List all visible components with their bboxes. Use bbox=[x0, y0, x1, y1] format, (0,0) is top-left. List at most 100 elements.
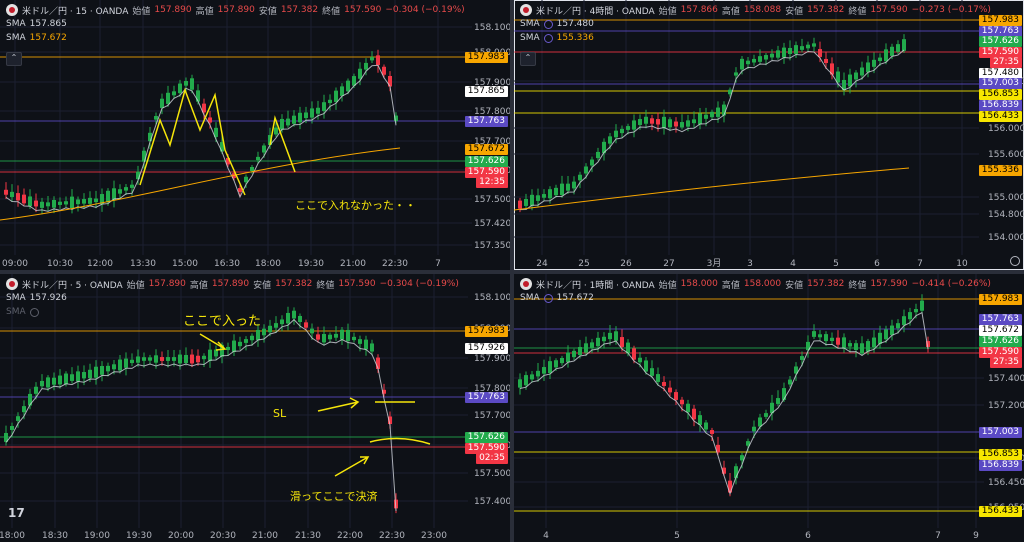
sma-label[interactable]: SMA bbox=[6, 33, 26, 43]
sma-label[interactable]: SMA bbox=[520, 293, 540, 303]
drawn-pattern bbox=[139, 87, 296, 196]
candle bbox=[154, 116, 158, 120]
eye-icon[interactable] bbox=[29, 307, 39, 317]
y-axis-tick: 157.700 bbox=[474, 411, 510, 421]
annotation-text[interactable]: SL bbox=[273, 407, 287, 420]
x-axis-tick: 4 bbox=[543, 531, 549, 541]
sma-label[interactable]: SMA bbox=[6, 293, 26, 303]
candle bbox=[10, 191, 14, 198]
price-tag: 157.763 bbox=[464, 392, 508, 403]
candle bbox=[674, 121, 678, 127]
price-tag: 157.003 bbox=[978, 78, 1022, 89]
candle bbox=[286, 118, 290, 126]
candle bbox=[776, 50, 780, 58]
candle bbox=[262, 145, 266, 153]
y-axis-tick: 157.800 bbox=[474, 384, 510, 394]
sma-settings-icon[interactable] bbox=[543, 19, 553, 29]
symbol-title[interactable]: 米ドル／円 · 5 · OANDA bbox=[22, 280, 123, 291]
symbol-title[interactable]: 米ドル／円 · 15 · OANDA bbox=[22, 6, 129, 17]
price-tag: 156.853 bbox=[978, 449, 1022, 460]
candle bbox=[76, 371, 80, 382]
annotation-text[interactable]: 滑ってここで決済 bbox=[290, 490, 378, 503]
candle bbox=[782, 388, 786, 400]
price-tag: 156.853 bbox=[978, 89, 1022, 100]
candle bbox=[64, 373, 68, 385]
symbol-title[interactable]: 米ドル／円 · 4時間 · OANDA bbox=[536, 6, 655, 17]
x-axis-tick: 21:00 bbox=[252, 531, 278, 541]
candle bbox=[196, 355, 200, 363]
sma-settings-icon[interactable] bbox=[543, 33, 553, 43]
candle bbox=[178, 354, 182, 364]
sma-line bbox=[5, 318, 397, 512]
x-axis-tick: 18:00 bbox=[0, 531, 25, 541]
y-axis-tick: 154.800 bbox=[988, 210, 1024, 220]
candle bbox=[914, 309, 918, 313]
candle bbox=[734, 72, 738, 76]
chart-panel-4h[interactable]: 157.000156.000155.600155.000154.800154.0… bbox=[514, 0, 1024, 270]
candle bbox=[340, 86, 344, 96]
candle bbox=[370, 57, 374, 61]
candle bbox=[346, 329, 350, 342]
annotation-text[interactable]: ここで入れなかった・・ bbox=[295, 199, 416, 212]
price-tag: 157.003 bbox=[978, 427, 1022, 438]
sma-settings-icon[interactable] bbox=[543, 293, 553, 303]
candle bbox=[268, 325, 272, 333]
drawn-line bbox=[369, 437, 431, 445]
candle bbox=[52, 377, 56, 385]
candle bbox=[112, 188, 116, 200]
candle bbox=[854, 343, 858, 350]
close-label: 終値 bbox=[316, 280, 335, 291]
sma-label[interactable]: SMA bbox=[6, 19, 26, 29]
candle bbox=[184, 354, 188, 364]
candle bbox=[352, 76, 356, 86]
candle bbox=[202, 355, 206, 360]
candle bbox=[118, 359, 122, 371]
chart-canvas[interactable]: 157.000156.000155.600155.000154.800154.0… bbox=[514, 0, 1024, 270]
x-axis-tick: 4 bbox=[790, 259, 796, 269]
chart-panel-1h[interactable]: 157.400157.200156.600156.450156.05045679… bbox=[514, 274, 1024, 542]
candle bbox=[794, 45, 798, 54]
candle bbox=[812, 331, 816, 337]
candle bbox=[190, 78, 194, 90]
collapse-legend-button[interactable]: ⌃ bbox=[520, 52, 536, 66]
candle bbox=[28, 196, 32, 207]
x-axis-tick: 15:00 bbox=[172, 259, 198, 269]
annotation-text[interactable]: ここで入った bbox=[183, 314, 262, 329]
change-value: −0.273 (−0.17%) bbox=[911, 5, 991, 15]
candle bbox=[860, 67, 864, 76]
candle bbox=[524, 198, 528, 206]
chart-panel-5m[interactable]: 158.100158.000157.900157.800157.700157.6… bbox=[0, 274, 510, 542]
high-label: 高値 bbox=[721, 6, 740, 17]
chart-settings-icon[interactable] bbox=[1010, 256, 1020, 266]
low-value: 157.382 bbox=[280, 5, 319, 15]
candle bbox=[106, 365, 110, 372]
x-axis-tick: 6 bbox=[805, 531, 811, 541]
collapse-legend-button[interactable]: ⌃ bbox=[6, 52, 22, 66]
sma-label[interactable]: SMA bbox=[520, 19, 540, 29]
candle bbox=[274, 323, 278, 328]
close-value: 157.590 bbox=[870, 279, 908, 289]
price-tag: 156.839 bbox=[978, 100, 1022, 111]
candle bbox=[890, 46, 894, 56]
candle bbox=[836, 71, 840, 83]
sma-line bbox=[519, 311, 929, 496]
close-value: 157.590 bbox=[870, 5, 908, 15]
candle bbox=[304, 322, 308, 328]
chart-panel-15m[interactable]: 158.100158.000157.900157.800157.700157.6… bbox=[0, 0, 510, 270]
x-axis-tick: 10:30 bbox=[47, 259, 73, 269]
chart-canvas[interactable]: 158.100158.000157.900157.800157.700157.6… bbox=[0, 0, 510, 270]
price-tag: 156.433 bbox=[978, 111, 1022, 122]
chart-canvas[interactable]: 158.100158.000157.900157.800157.700157.6… bbox=[0, 274, 510, 542]
symbol-title[interactable]: 米ドル／円 · 1時間 · OANDA bbox=[536, 280, 655, 291]
x-axis-tick: 19:30 bbox=[298, 259, 324, 269]
price-tag: 157.763 bbox=[978, 314, 1022, 325]
sma-label-hidden[interactable]: SMA bbox=[6, 307, 26, 317]
candle bbox=[770, 402, 774, 414]
candle bbox=[638, 357, 642, 363]
y-axis-tick: 157.800 bbox=[474, 107, 510, 117]
sma-label[interactable]: SMA bbox=[520, 33, 540, 43]
candle bbox=[710, 430, 714, 434]
candle bbox=[280, 319, 284, 325]
candle bbox=[262, 328, 266, 336]
